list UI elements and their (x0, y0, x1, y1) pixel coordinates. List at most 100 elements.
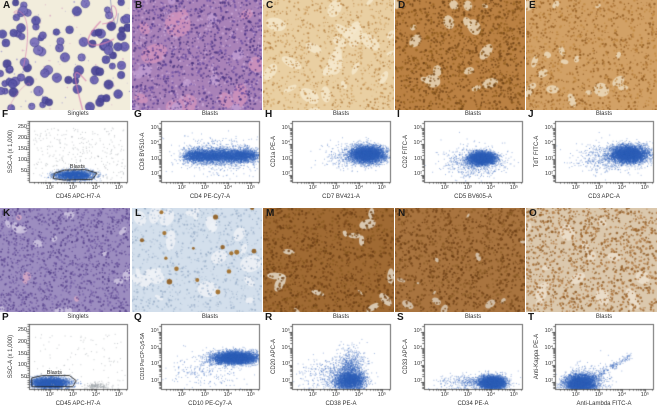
x-tick-label: 10⁴ (486, 185, 496, 191)
x-tick-label: 10² (571, 185, 580, 191)
y-tick-label: 10³ (151, 361, 159, 368)
y-axis-label: CD8 BV510-A (140, 132, 146, 171)
y-tick-label: 250 (17, 327, 27, 334)
x-tick-label: 10³ (200, 392, 209, 398)
y-axis-label: CD1a PE-A (271, 136, 277, 168)
x-axis-label: CD10 PE-Cy7-A (188, 401, 232, 407)
x-tick-label: 10³ (463, 392, 472, 398)
x-axis-label: CD5 BV605-A (454, 194, 492, 200)
x-tick-label: 10⁵ (509, 392, 519, 398)
y-tick-label: 10³ (414, 361, 422, 368)
y-tick-label: 10³ (151, 155, 159, 162)
x-tick-label: 10³ (331, 185, 340, 191)
histology-image-m (263, 208, 394, 312)
histology-image-c (263, 0, 394, 110)
plot-title: Singlets (67, 111, 89, 117)
x-tick-label: 10⁴ (617, 185, 627, 191)
y-axis-label: TdT FITC-A (534, 135, 540, 168)
y-tick-label: 250 (17, 124, 27, 131)
flow-panel-p: P Singlets SSC-A (x 1,000) CD45 APC-H7-A… (0, 312, 131, 415)
x-tick-label: 10⁵ (377, 185, 387, 191)
flow-plot-canvas-s (395, 313, 526, 415)
x-tick-label: 10³ (68, 392, 77, 398)
y-tick-label: 10² (545, 378, 553, 384)
panel-letter: A (3, 0, 11, 11)
y-axis-label: SSC-A (x 1,000) (8, 334, 14, 379)
y-tick-label: 10² (414, 171, 422, 178)
histology-panel-b: B (132, 0, 262, 110)
y-tick-label: 10² (282, 171, 290, 178)
plot-title: Blasts (332, 111, 350, 117)
flow-panel-h: H Blasts CD1a PE-A CD7 BV421-A 10² 10³ 10⁴… (263, 109, 394, 208)
y-axis-label: CD19 PerCP-Cy5-5A (140, 332, 146, 381)
x-tick-label: 10² (308, 392, 317, 398)
y-tick-label: 100 (17, 156, 27, 163)
x-tick-label: 10⁴ (354, 185, 364, 191)
y-tick-label: 10⁵ (413, 328, 422, 334)
histology-panel-e: E (526, 0, 657, 110)
y-tick-label: 10⁵ (544, 328, 553, 334)
panel-letter: M (266, 208, 275, 219)
y-tick-label: 50 (20, 167, 27, 174)
x-tick-label: 10⁴ (223, 185, 233, 191)
y-axis-label: Anti-Kappa PE-A (534, 333, 540, 380)
panel-letter: H (265, 109, 273, 120)
x-tick-label: 10⁴ (486, 392, 496, 398)
panel-letter: B (135, 0, 143, 11)
panel-letter: J (528, 109, 534, 120)
panel-letter: K (3, 208, 11, 219)
y-tick-label: 150 (17, 145, 27, 152)
y-tick-label: 200 (17, 339, 27, 346)
histology-panel-c: C (263, 0, 394, 110)
x-tick-label: 10⁵ (640, 185, 650, 191)
x-tick-label: 10⁵ (114, 392, 124, 398)
x-tick-label: 10⁴ (223, 392, 233, 398)
plot-title: Blasts (332, 314, 350, 320)
flow-panel-i: I Blasts CD2 FITC-A CD5 BV605-A 10² 10³ 10… (395, 109, 526, 208)
panel-letter: G (134, 109, 142, 120)
x-axis-label: CD7 BV421-A (322, 194, 360, 200)
panel-letter: R (265, 312, 273, 323)
histology-panel-l: L (132, 208, 262, 312)
histology-image-b (132, 0, 262, 110)
histology-image-e (526, 0, 657, 110)
y-tick-label: 10⁴ (544, 140, 553, 147)
x-tick-label: 10² (571, 392, 580, 398)
flow-panel-t: T Blasts Anti-Kappa PE-A Anti-Lambda FIT… (526, 312, 657, 415)
histology-image-l (132, 208, 262, 312)
y-tick-label: 10² (151, 378, 159, 384)
plot-title: Blasts (464, 111, 482, 117)
y-tick-label: 10⁴ (281, 344, 290, 351)
panel-letter: T (528, 312, 535, 323)
flow-plot-canvas-h (263, 110, 394, 208)
x-tick-label: 10³ (68, 185, 77, 191)
histology-image-d (395, 0, 525, 110)
x-axis-label: CD38 PE-A (325, 401, 357, 407)
x-tick-label: 10⁴ (354, 392, 364, 398)
y-tick-label: 10⁵ (150, 328, 159, 334)
plot-title: Blasts (464, 314, 482, 320)
x-tick-label: 10⁵ (246, 185, 256, 191)
histology-image-n (395, 208, 525, 312)
flow-plot-canvas-r (263, 313, 394, 415)
y-tick-label: 10³ (545, 155, 553, 162)
y-tick-label: 10⁵ (413, 124, 422, 131)
y-tick-label: 200 (17, 134, 27, 141)
flow-plot-canvas-j (526, 110, 657, 208)
y-tick-label: 10³ (545, 361, 553, 368)
flow-panel-f: F Singlets SSC-A (x 1,000) CD45 APC-H7-A… (0, 109, 131, 208)
x-axis-label: Anti-Lambda FITC-A (576, 401, 632, 407)
histology-panel-k: K (0, 208, 130, 312)
y-axis-label: CD20 APC-A (271, 339, 277, 375)
x-tick-label: 10² (440, 392, 449, 398)
x-axis-label: CD34 PE-A (457, 401, 489, 407)
flow-panel-q: Q Blasts CD19 PerCP-Cy5-5A CD10 PE-Cy7-A… (132, 312, 263, 415)
y-tick-label: 10⁴ (413, 344, 422, 351)
histology-panel-a: A (0, 0, 130, 110)
panel-letter: F (2, 109, 9, 120)
y-tick-label: 10⁴ (544, 344, 553, 351)
x-tick-label: 10⁴ (91, 185, 101, 191)
histology-image-k (0, 208, 130, 312)
x-tick-label: 10² (308, 185, 317, 191)
